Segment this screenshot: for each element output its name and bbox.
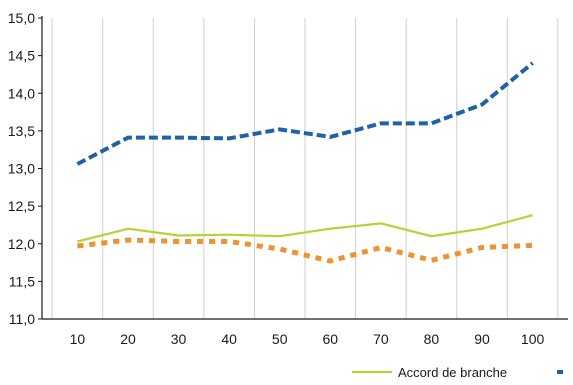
x-tick-label: 40 (221, 331, 237, 347)
y-tick-label: 13,0 (8, 161, 35, 177)
x-tick-label: 60 (322, 331, 338, 347)
series-line-1 (77, 214, 533, 243)
y-tick-label: 12,0 (8, 236, 35, 252)
y-tick-label: 11,0 (9, 311, 35, 327)
x-tick-label: 50 (272, 331, 288, 347)
x-tick-label: 30 (171, 331, 187, 347)
x-tick-label: 70 (373, 331, 389, 347)
axes (41, 16, 568, 320)
y-tick-label: 15,0 (8, 10, 35, 26)
x-tick-label: 90 (474, 331, 490, 347)
y-tick-label: 12,5 (8, 198, 35, 214)
legend: Accord de branche (352, 365, 563, 380)
x-tick-label: 80 (424, 331, 440, 347)
series-line-2 (76, 61, 534, 166)
series-line-3 (77, 237, 533, 264)
series-lines (76, 61, 534, 264)
y-tick-label: 13,5 (8, 123, 35, 139)
gridlines (51, 18, 559, 319)
x-axis-ticks: 10 20 30 40 50 60 70 80 90 100 (70, 331, 545, 347)
y-tick-label: 14,5 (8, 48, 35, 64)
y-tick-label: 11,5 (9, 273, 35, 289)
x-tick-label: 10 (70, 331, 86, 347)
x-tick-label: 100 (521, 331, 545, 347)
y-axis-ticks: 11,0 11,5 12,0 12,5 13,0 13,5 14,0 14,5 15,0 (8, 10, 42, 327)
x-tick-label: 20 (120, 331, 136, 347)
legend-label: Accord de branche (398, 365, 507, 380)
y-tick-label: 14,0 (8, 85, 35, 101)
